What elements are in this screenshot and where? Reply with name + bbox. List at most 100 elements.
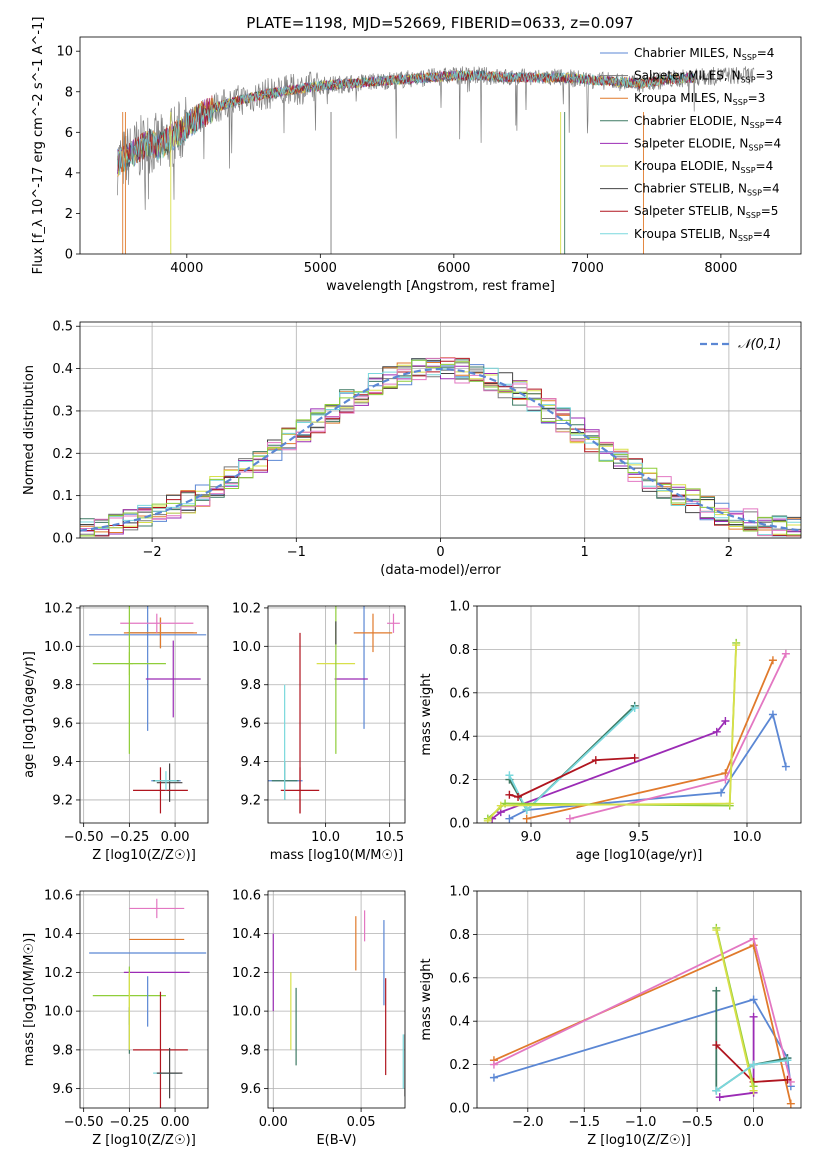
legend-value: =4 bbox=[753, 227, 771, 241]
weight-marker bbox=[505, 790, 514, 799]
weight-marker bbox=[630, 703, 639, 712]
y-tick-label: 0.4 bbox=[449, 1015, 470, 1030]
y-tick-label: 4 bbox=[65, 166, 73, 181]
x-tick-label: 0.00 bbox=[161, 1115, 190, 1130]
y-tick-label: 1.0 bbox=[449, 600, 470, 615]
y-axis-label: age [log10(age/yr)] bbox=[22, 651, 37, 778]
x-tick-label: 8000 bbox=[704, 261, 737, 276]
legend-subscript: SSP bbox=[748, 143, 763, 152]
weight-marker bbox=[725, 799, 734, 808]
x-axis-label: Z [log10(Z/Z☉)] bbox=[92, 1133, 196, 1148]
gaussian-curve bbox=[80, 367, 801, 532]
legend-label: Salpeter ELODIE, NSSP=4 bbox=[634, 136, 781, 152]
x-tick-label: −0.5 bbox=[681, 1115, 713, 1130]
y-tick-label: 0.6 bbox=[449, 971, 470, 986]
y-tick-label: 9.6 bbox=[240, 717, 261, 732]
x-tick-label: 0.00 bbox=[161, 830, 190, 845]
x-tick-label: 0.05 bbox=[347, 1115, 376, 1130]
y-tick-label: 9.6 bbox=[240, 1082, 261, 1097]
legend-subscript: SSP bbox=[738, 234, 753, 243]
y-tick-label: 0 bbox=[65, 248, 73, 263]
weight-marker bbox=[712, 926, 721, 935]
weight-marker bbox=[712, 727, 721, 736]
x-tick-label: −1.0 bbox=[625, 1115, 657, 1130]
weight-marker bbox=[522, 805, 531, 814]
legend-label: Salpeter STELIB, NSSP=5 bbox=[634, 204, 778, 220]
errorbar-group bbox=[268, 606, 400, 814]
y-tick-label: 0.4 bbox=[449, 730, 470, 745]
plot-frame bbox=[79, 890, 209, 1109]
x-axis-label: wavelength [Angstrom, rest frame] bbox=[326, 279, 555, 294]
x-axis-label: Z [log10(Z/Z☉)] bbox=[587, 1133, 691, 1148]
legend-label: Kroupa ELODIE, NSSP=4 bbox=[634, 159, 773, 175]
x-tick-label: −0.25 bbox=[109, 1115, 149, 1130]
x-tick-label: 4000 bbox=[170, 261, 203, 276]
weight-marker bbox=[749, 1086, 758, 1095]
weight-marker bbox=[749, 1012, 758, 1021]
weight-line bbox=[487, 645, 738, 822]
y-tick-label: 10.4 bbox=[44, 927, 73, 942]
spectrum-title: PLATE=1198, MJD=52669, FIBERID=0633, z=0… bbox=[246, 14, 633, 32]
x-axis-label: Z [log10(Z/Z☉)] bbox=[92, 848, 196, 863]
y-tick-label: 9.2 bbox=[240, 793, 261, 808]
y-tick-label: 0.0 bbox=[449, 817, 470, 832]
x-tick-label: 9.5 bbox=[629, 830, 650, 845]
legend-label: Kroupa STELIB, NSSP=4 bbox=[634, 227, 771, 243]
y-tick-label: 10.2 bbox=[232, 966, 261, 981]
legend-subscript: SSP bbox=[742, 53, 757, 62]
errorbar-group bbox=[272, 910, 405, 1097]
legend-value: =3 bbox=[756, 69, 774, 83]
y-tick-label: 9.6 bbox=[52, 1082, 73, 1097]
x-tick-label: −0.50 bbox=[64, 1115, 104, 1130]
legend-label: Kroupa MILES, NSSP=3 bbox=[634, 91, 765, 107]
weight-marker bbox=[630, 753, 639, 762]
legend-value: =4 bbox=[756, 159, 774, 173]
weight-line bbox=[487, 642, 738, 820]
x-tick-label: 2 bbox=[725, 545, 733, 560]
legend-subscript: SSP bbox=[741, 76, 756, 85]
weight-marker bbox=[712, 1041, 721, 1050]
x-axis-label: (data-model)/error bbox=[380, 563, 501, 578]
x-tick-label: 10.0 bbox=[311, 830, 340, 845]
weight-marker bbox=[781, 649, 790, 658]
weight-marker bbox=[721, 717, 730, 726]
y-tick-label: 10.2 bbox=[44, 601, 73, 616]
x-tick-label: −2.0 bbox=[512, 1115, 544, 1130]
y-tick-label: 9.8 bbox=[52, 678, 73, 693]
y-tick-label: 0.1 bbox=[52, 489, 73, 504]
spectrum-lines bbox=[117, 66, 755, 254]
y-axis-label: mass weight bbox=[419, 673, 434, 755]
y-tick-label: 10.6 bbox=[232, 888, 261, 903]
y-tick-label: 8 bbox=[65, 85, 73, 100]
plot-frame bbox=[79, 605, 209, 824]
y-axis-label: Normed distribution bbox=[22, 365, 37, 495]
weight-marker bbox=[783, 1056, 792, 1065]
x-axis-label: age [log10(age/yr)] bbox=[576, 848, 703, 863]
y-tick-label: 0.2 bbox=[52, 447, 73, 462]
legend-subscript: SSP bbox=[733, 98, 748, 107]
legend-subscript: SSP bbox=[750, 121, 765, 130]
y-tick-label: 9.8 bbox=[240, 1043, 261, 1058]
x-tick-label: 7000 bbox=[571, 261, 604, 276]
plot-frame bbox=[267, 890, 406, 1109]
weight-marker bbox=[732, 641, 741, 650]
model-spectrum-line bbox=[117, 70, 695, 172]
legend-subscript: SSP bbox=[746, 211, 761, 220]
y-axis-label: mass [log10(M/M☉)] bbox=[22, 933, 37, 1066]
x-tick-label: 10.0 bbox=[733, 830, 762, 845]
y-tick-label: 0.6 bbox=[449, 686, 470, 701]
weight-marker bbox=[489, 1073, 498, 1082]
weight-marker bbox=[717, 788, 726, 797]
legend-label: Chabrier MILES, NSSP=4 bbox=[634, 46, 774, 62]
x-tick-label: 0 bbox=[436, 545, 444, 560]
x-tick-label: 0.0 bbox=[743, 1115, 764, 1130]
weight-marker bbox=[749, 1060, 758, 1069]
legend-label: Chabrier STELIB, NSSP=4 bbox=[634, 182, 780, 198]
y-tick-label: 10.4 bbox=[232, 927, 261, 942]
legend-value: =4 bbox=[757, 46, 775, 60]
y-tick-label: 10.2 bbox=[44, 966, 73, 981]
weight-marker bbox=[505, 771, 514, 780]
weight-marker bbox=[781, 762, 790, 771]
weight-marker bbox=[749, 995, 758, 1004]
weight-line bbox=[491, 720, 727, 820]
